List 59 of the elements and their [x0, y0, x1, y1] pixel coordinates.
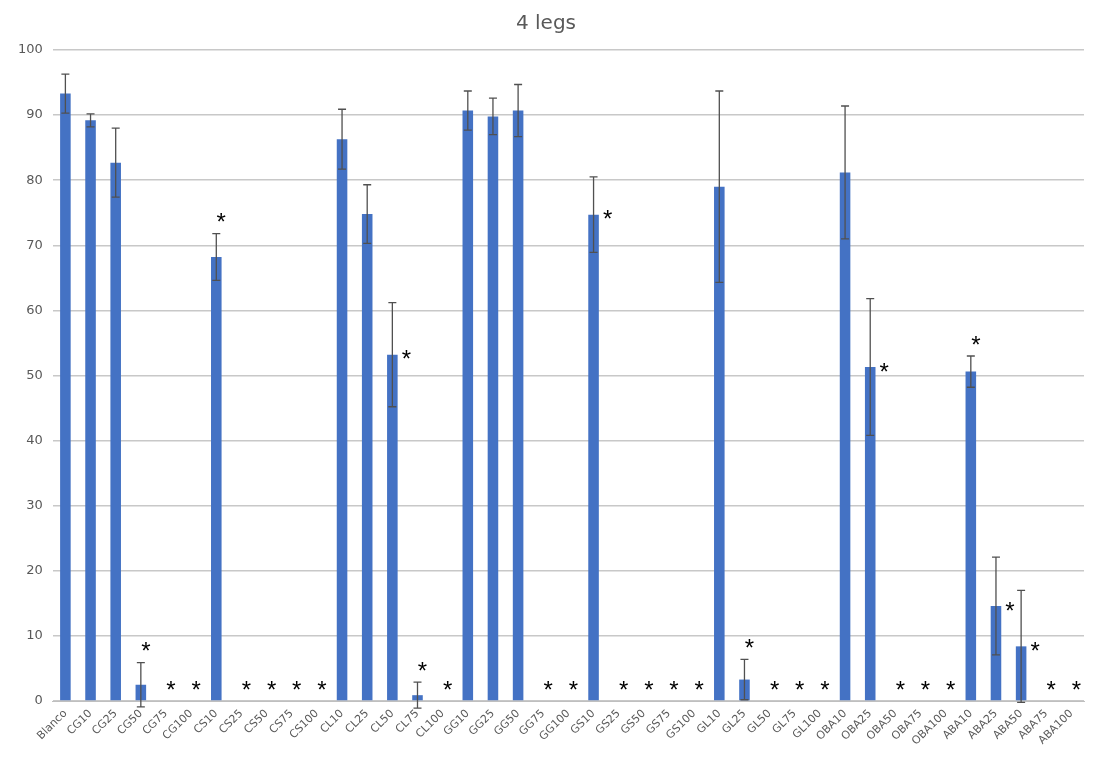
y-tick-label: 50: [26, 366, 43, 382]
data-label: *: [442, 675, 453, 703]
y-tick-label: 90: [26, 106, 43, 122]
data-label: *: [1071, 675, 1082, 703]
data-label: *: [317, 675, 327, 703]
data-label: *: [879, 357, 889, 385]
y-tick-label: 10: [26, 627, 43, 643]
data-label: *: [417, 656, 428, 684]
data-label: *: [266, 675, 277, 703]
data-label: *: [292, 675, 302, 703]
bar: [512, 110, 524, 701]
bar: [864, 367, 876, 701]
bar: [965, 371, 977, 701]
data-label: *: [895, 675, 906, 703]
data-label: *: [644, 675, 654, 703]
bar: [588, 214, 599, 701]
data-label: *: [971, 330, 981, 358]
bar: [361, 214, 373, 701]
data-label: *: [920, 675, 931, 703]
data-label: *: [166, 675, 176, 703]
data-label: *: [769, 675, 780, 703]
bar: [412, 695, 423, 701]
data-label: *: [191, 675, 201, 703]
data-label: *: [241, 675, 252, 703]
bar: [85, 120, 96, 701]
data-label: *: [795, 675, 805, 703]
data-label: *: [1005, 596, 1015, 624]
data-label: *: [744, 634, 755, 661]
bar: [60, 93, 71, 701]
y-tick-label: 70: [26, 236, 43, 252]
y-tick-label: 20: [26, 562, 43, 578]
data-label: *: [602, 205, 613, 233]
y-tick-label: 60: [26, 301, 43, 317]
data-label: *: [568, 675, 579, 703]
bar: [387, 354, 398, 701]
data-label: *: [946, 675, 956, 703]
y-tick-label: 30: [26, 497, 43, 513]
bar: [110, 162, 121, 701]
bar: [714, 186, 725, 701]
data-label: *: [1030, 636, 1040, 664]
data-label: *: [543, 675, 553, 703]
bar: [839, 172, 851, 701]
data-label: *: [216, 208, 226, 236]
data-label: *: [619, 675, 629, 703]
data-label: *: [401, 345, 412, 373]
y-tick-label: 40: [26, 432, 43, 447]
bar: [336, 139, 348, 701]
bar: [487, 116, 499, 701]
data-label: *: [694, 675, 704, 703]
y-tick-label: 0: [34, 692, 43, 708]
chart-title: 4 legs: [515, 10, 577, 35]
bar: [211, 257, 222, 701]
y-tick-label: 80: [26, 171, 43, 187]
data-label: *: [669, 675, 679, 703]
data-label: *: [1046, 675, 1056, 703]
data-label: *: [820, 675, 830, 703]
bar: [462, 110, 474, 701]
y-tick-label: 100: [17, 41, 43, 57]
data-label: *: [141, 637, 151, 665]
